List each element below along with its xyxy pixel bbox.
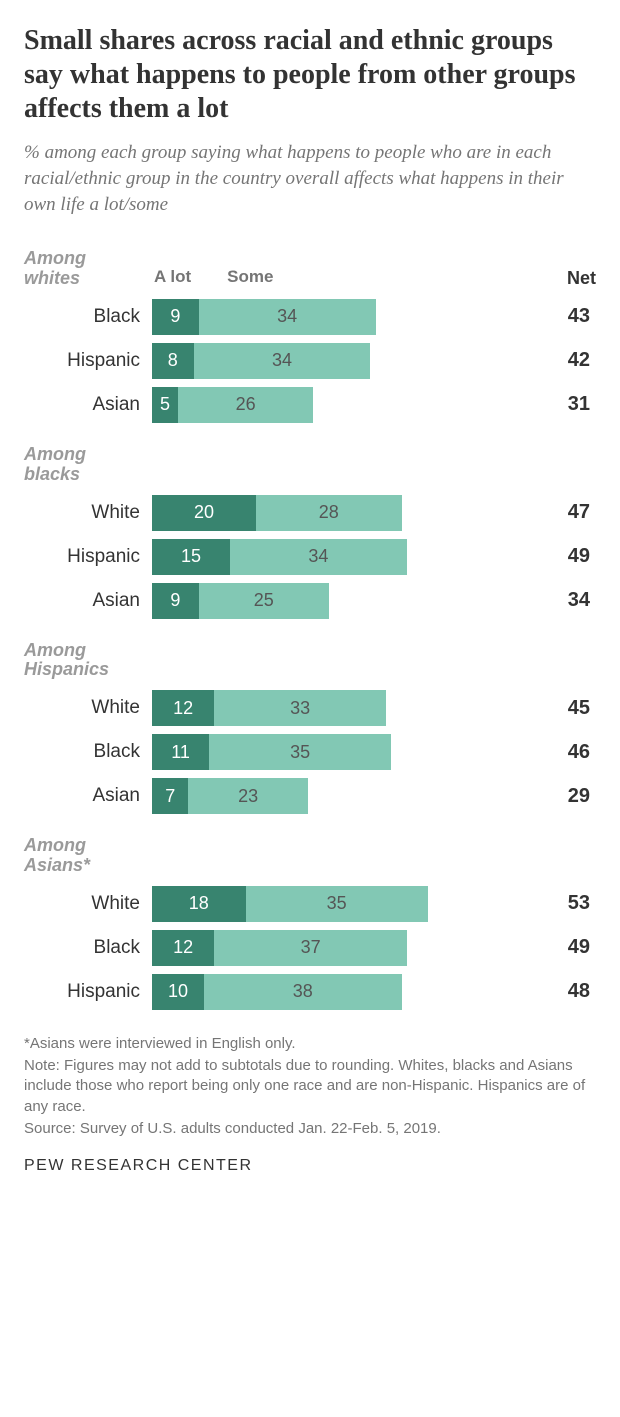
chart-row: Hispanic153449	[24, 535, 596, 579]
row-net-value: 46	[536, 741, 596, 764]
chart-row: Asian72329	[24, 774, 596, 818]
row-net-value: 47	[536, 501, 596, 524]
legend-labels: A lot Some	[152, 267, 536, 287]
chart-row: Asian92534	[24, 579, 596, 623]
group-header-barcol: A lot Some	[152, 267, 536, 289]
group-header-label: AmongHispanics	[24, 629, 152, 681]
row-label: Black	[24, 306, 152, 328]
bar-segment-alot: 15	[152, 539, 230, 575]
bar-wrap: 834	[152, 343, 536, 379]
bar-segment-some: 35	[246, 886, 428, 922]
bar-segment-some: 34	[199, 299, 376, 335]
chart-row: Black113546	[24, 730, 596, 774]
row-net-value: 53	[536, 892, 596, 915]
row-label: Hispanic	[24, 981, 152, 1003]
bar-segment-alot: 12	[152, 690, 214, 726]
bar-wrap: 526	[152, 387, 536, 423]
row-label: Black	[24, 937, 152, 959]
chart-row: White202847	[24, 491, 596, 535]
bar-segment-some: 23	[188, 778, 308, 814]
bar-segment-some: 35	[209, 734, 391, 770]
source-attribution: PEW RESEARCH CENTER	[24, 1157, 596, 1175]
chart-group: AmongblacksWhite202847Hispanic153449Asia…	[24, 433, 596, 623]
legend-net: Net	[567, 268, 596, 288]
chart-group: AmongHispanicsWhite123345Black113546Asia…	[24, 629, 596, 819]
group-header-row: AmongwhitesA lot Some Net	[24, 237, 596, 289]
bar-wrap: 2028	[152, 495, 536, 531]
chart-group: AmongwhitesA lotSomeNetBlack93443Hispani…	[24, 237, 596, 427]
bar-segment-alot: 18	[152, 886, 246, 922]
bar-segment-some: 34	[230, 539, 407, 575]
row-net-value: 49	[536, 545, 596, 568]
group-header-label: Amongwhites	[24, 237, 152, 289]
bar-segment-alot: 12	[152, 930, 214, 966]
bar-segment-alot: 8	[152, 343, 194, 379]
bar-segment-some: 28	[256, 495, 402, 531]
footnote-line: Note: Figures may not add to subtotals d…	[24, 1056, 596, 1117]
row-net-value: 34	[536, 589, 596, 612]
chart-subtitle: % among each group saying what happens t…	[24, 140, 596, 217]
row-label: Asian	[24, 785, 152, 807]
group-header-label: AmongAsians*	[24, 824, 152, 876]
bar-wrap: 1835	[152, 886, 536, 922]
bar-segment-some: 38	[204, 974, 402, 1010]
stacked-bar-chart: AmongwhitesA lotSomeNetBlack93443Hispani…	[24, 237, 596, 1013]
bar-wrap: 723	[152, 778, 536, 814]
group-header-label: Amongblacks	[24, 433, 152, 485]
bar-wrap: 1233	[152, 690, 536, 726]
bar-segment-some: 37	[214, 930, 406, 966]
group-header-row: AmongAsians*	[24, 824, 596, 876]
row-net-value: 49	[536, 936, 596, 959]
row-label: Hispanic	[24, 350, 152, 372]
chart-title: Small shares across racial and ethnic gr…	[24, 24, 596, 126]
bar-wrap: 1534	[152, 539, 536, 575]
row-label: White	[24, 697, 152, 719]
row-label: Black	[24, 741, 152, 763]
bar-wrap: 925	[152, 583, 536, 619]
chart-row: Asian52631	[24, 383, 596, 427]
row-label: White	[24, 502, 152, 524]
footnote-line: Source: Survey of U.S. adults conducted …	[24, 1119, 596, 1139]
legend-some: Some	[205, 267, 273, 287]
bar-segment-some: 34	[194, 343, 371, 379]
bar-wrap: 934	[152, 299, 536, 335]
group-header-row: AmongHispanics	[24, 629, 596, 681]
chart-group: AmongAsians*White183553Black123749Hispan…	[24, 824, 596, 1014]
bar-segment-alot: 9	[152, 299, 199, 335]
bar-segment-alot: 11	[152, 734, 209, 770]
bar-segment-alot: 9	[152, 583, 199, 619]
chart-row: Black123749	[24, 926, 596, 970]
chart-row: White183553	[24, 882, 596, 926]
bar-segment-some: 25	[199, 583, 329, 619]
bar-segment-alot: 7	[152, 778, 188, 814]
chart-row: Hispanic83442	[24, 339, 596, 383]
bar-segment-alot: 20	[152, 495, 256, 531]
row-net-value: 31	[536, 393, 596, 416]
row-label: Asian	[24, 590, 152, 612]
chart-footnotes: *Asians were interviewed in English only…	[24, 1034, 596, 1139]
group-header-netcol: Net	[536, 268, 596, 289]
row-label: White	[24, 893, 152, 915]
row-net-value: 45	[536, 697, 596, 720]
row-net-value: 48	[536, 980, 596, 1003]
bar-wrap: 1135	[152, 734, 536, 770]
chart-row: Black93443	[24, 295, 596, 339]
bar-segment-some: 26	[178, 387, 313, 423]
bar-wrap: 1038	[152, 974, 536, 1010]
footnote-line: *Asians were interviewed in English only…	[24, 1034, 596, 1054]
bar-wrap: 1237	[152, 930, 536, 966]
row-net-value: 43	[536, 305, 596, 328]
row-net-value: 29	[536, 785, 596, 808]
row-label: Asian	[24, 394, 152, 416]
row-net-value: 42	[536, 349, 596, 372]
chart-row: White123345	[24, 686, 596, 730]
row-label: Hispanic	[24, 546, 152, 568]
bar-segment-alot: 5	[152, 387, 178, 423]
bar-segment-alot: 10	[152, 974, 204, 1010]
bar-segment-some: 33	[214, 690, 386, 726]
chart-row: Hispanic103848	[24, 970, 596, 1014]
legend-alot: A lot	[154, 267, 191, 287]
group-header-row: Amongblacks	[24, 433, 596, 485]
